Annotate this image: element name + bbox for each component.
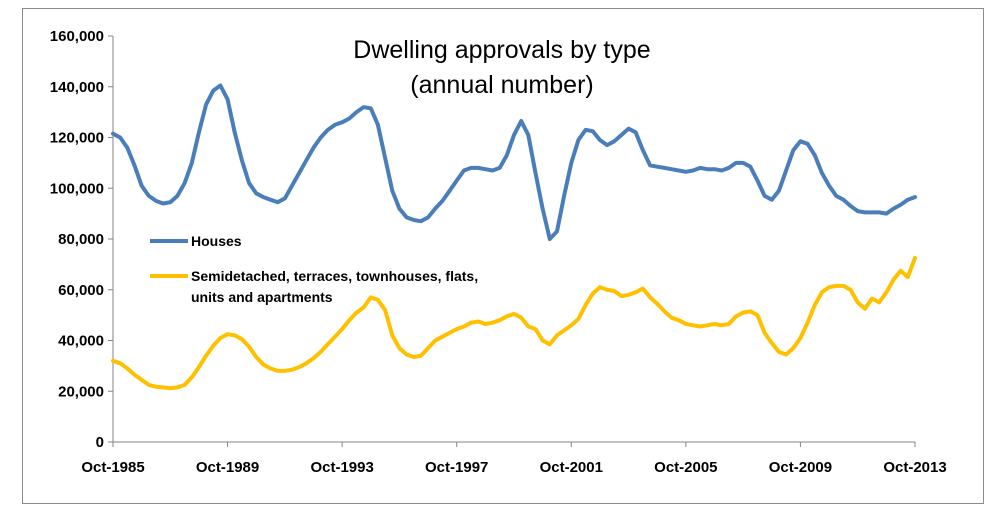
x-tick-label: Oct-2005 xyxy=(654,459,717,476)
y-tick-label: 0 xyxy=(96,434,104,451)
legend-label-houses: Houses xyxy=(191,233,242,249)
chart-title-line-1: Dwelling approvals by type xyxy=(353,36,650,64)
y-tick-label: 100,000 xyxy=(50,180,104,197)
chart-frame: Dwelling approvals by type (annual numbe… xyxy=(22,8,984,504)
y-tick-label: 160,000 xyxy=(50,28,104,45)
x-tick-label: Oct-2013 xyxy=(883,459,946,476)
x-tick-label: Oct-1993 xyxy=(310,459,373,476)
series-line-houses xyxy=(111,83,917,241)
y-tick-label: 60,000 xyxy=(58,282,104,299)
y-tick-label: 120,000 xyxy=(50,130,104,147)
series-layer xyxy=(111,83,917,391)
x-tick-label: Oct-1985 xyxy=(81,459,144,476)
y-tick-label: 40,000 xyxy=(58,333,104,350)
x-tick-label: Oct-1989 xyxy=(196,459,259,476)
series-line-other xyxy=(111,256,917,391)
x-axis: Oct-1985 Oct-1989 Oct-1993 Oct-1997 Oct-2001… xyxy=(81,441,947,476)
chart-title: Dwelling approvals by type (annual numbe… xyxy=(353,36,650,99)
chart-svg: Dwelling approvals by type (annual numbe… xyxy=(50,28,947,476)
y-axis: 0 20,000 40,000 60,000 80,000 100,000 120,000 1… xyxy=(50,28,114,451)
legend-label-other: Semidetached, terraces, townhouses, flat… xyxy=(191,268,478,305)
x-tick-label: Oct-1997 xyxy=(425,459,488,476)
x-tick-label: Oct-2009 xyxy=(769,459,832,476)
y-tick-label: 140,000 xyxy=(50,79,104,96)
y-tick-label: 20,000 xyxy=(58,383,104,400)
legend: Houses Semidetached, terraces, townhouse… xyxy=(150,233,478,305)
x-tick-label: Oct-2001 xyxy=(540,459,603,476)
chart-title-line-2: (annual number) xyxy=(410,71,593,99)
y-tick-label: 80,000 xyxy=(58,231,104,248)
